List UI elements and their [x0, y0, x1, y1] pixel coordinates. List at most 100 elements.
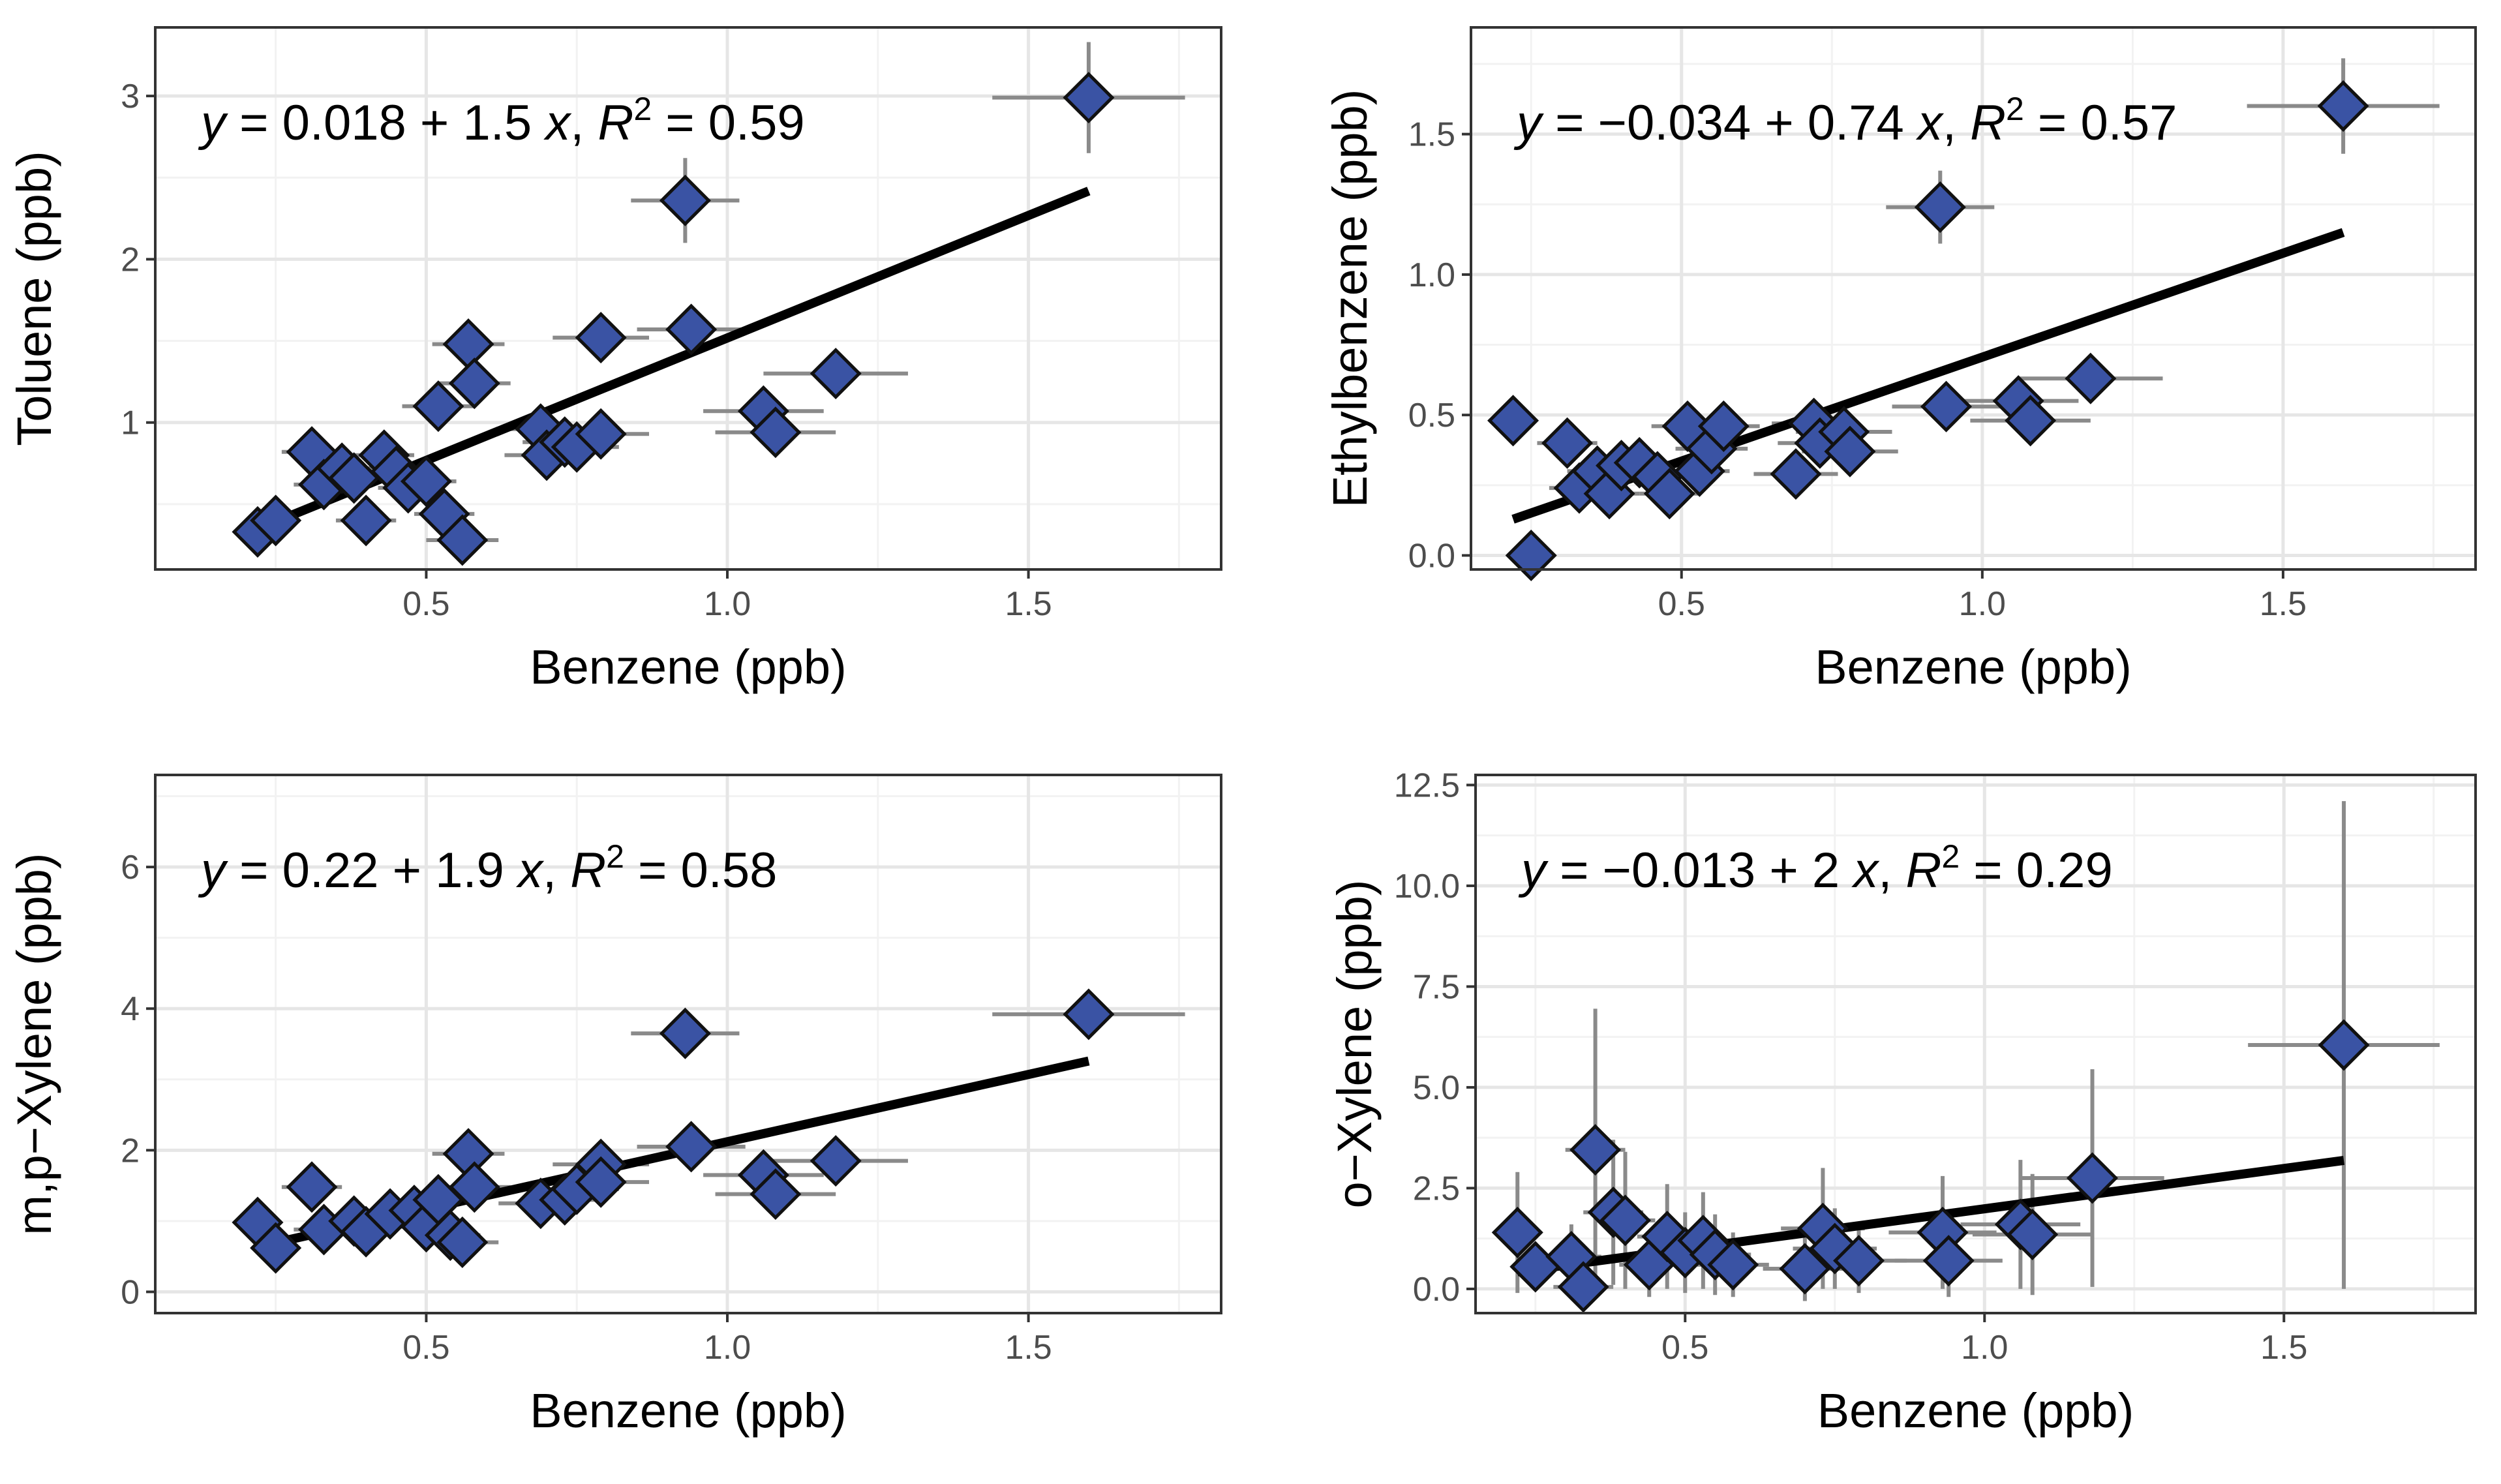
x-axis-title: Benzene (ppb)	[1817, 1384, 2134, 1438]
y-tick-label: 1.0	[1408, 256, 1455, 294]
y-tick-label: 2.5	[1413, 1170, 1460, 1207]
data-point	[436, 1216, 489, 1268]
data-point	[1505, 529, 1557, 582]
data-point	[2317, 80, 2369, 132]
data-point	[575, 408, 627, 460]
x-tick-label: 1.5	[2260, 585, 2307, 623]
data-point	[250, 1222, 302, 1274]
equation-r2: 0.58	[681, 843, 778, 898]
data-point	[2066, 1152, 2119, 1204]
y-tick-label: 12.5	[1394, 766, 1460, 804]
y-tick-label: 1	[121, 404, 140, 442]
y-tick-label: 2	[121, 1132, 140, 1170]
data-point	[1063, 72, 1115, 124]
data-point	[575, 312, 627, 364]
y-tick-label: 1.5	[1408, 116, 1455, 154]
data-point	[1541, 417, 1594, 469]
y-tick-label: 0.0	[1408, 537, 1455, 575]
data-point	[2065, 352, 2117, 404]
panel-mp-xylene: 0.5 1.0 1.5 0 2 4 6 Benzene (ppb) m,p−Xylene (pp…	[7, 774, 1222, 1438]
panel-ethylbenzene: 0.5 1.0 1.5 0.0 0.5 1.0 1.5 Benzene (ppb) Ethylb…	[1323, 26, 2477, 694]
equation-r2: 0.29	[2016, 843, 2113, 898]
data-point	[448, 357, 500, 410]
regression-equation: y = −0.013 + 2 x, R2 = 0.29	[1518, 838, 2113, 898]
data-point	[2007, 1208, 2059, 1261]
equation-intercept: 0.034	[1627, 95, 1751, 151]
data-point	[1832, 1235, 1885, 1287]
x-tick-label: 1.5	[1005, 1329, 1052, 1367]
data-point	[665, 1121, 718, 1173]
y-tick-label: 10.0	[1394, 868, 1460, 905]
data-point	[1920, 380, 1973, 432]
x-tick-label: 1.0	[1959, 585, 2006, 623]
data-point	[750, 406, 802, 459]
equation-intercept: 0.22	[282, 843, 379, 898]
equation-intercept: 0.013	[1631, 843, 1755, 898]
equation-intercept_sign: −	[1603, 843, 1631, 898]
data-point	[1569, 1124, 1622, 1176]
regression-equation: y = −0.034 + 0.74 x, R2 = 0.57	[1513, 91, 2177, 151]
data-point	[250, 494, 302, 547]
data-point	[810, 1135, 862, 1187]
panel-border	[1474, 774, 2477, 1314]
data-point	[665, 303, 718, 356]
regression-equation: y = 0.22 + 1.9 x, R2 = 0.58	[198, 838, 777, 898]
y-axis-title: o−Xylene (ppb)	[1327, 880, 1382, 1209]
data-point	[1922, 1235, 1975, 1287]
x-axis-title: Benzene (ppb)	[530, 1384, 846, 1438]
data-point	[448, 1161, 500, 1213]
data-point	[328, 452, 380, 504]
regression-equation: y = 0.018 + 1.5 x, R2 = 0.59	[198, 91, 805, 151]
data-point	[400, 455, 452, 507]
data-point	[1697, 400, 1750, 452]
panel-border	[154, 774, 1222, 1314]
y-tick-label: 0.0	[1413, 1271, 1460, 1309]
y-tick-label: 5.0	[1413, 1069, 1460, 1107]
equation-slope: 1.9	[435, 843, 504, 898]
y-axis-title: m,p−Xylene (ppb)	[7, 853, 61, 1235]
data-point	[436, 514, 489, 566]
panel-border	[154, 26, 1222, 571]
y-tick-label: 4	[121, 990, 140, 1028]
x-tick-label: 0.5	[1658, 585, 1705, 623]
data-point	[1779, 1243, 1831, 1295]
data-point	[1707, 1239, 1759, 1291]
y-tick-label: 0	[121, 1273, 140, 1311]
x-tick-label: 1.0	[1961, 1329, 2008, 1367]
data-point	[1063, 988, 1115, 1040]
data-point	[1914, 181, 1966, 234]
y-tick-label: 6	[121, 849, 140, 886]
data-point	[1557, 1261, 1609, 1313]
equation-slope: 2	[1812, 843, 1840, 898]
data-point	[412, 380, 464, 432]
data-point	[2318, 1019, 2370, 1071]
x-tick-label: 0.5	[402, 1329, 449, 1367]
data-point	[1599, 1194, 1652, 1247]
data-point	[810, 348, 862, 400]
data-point	[286, 1161, 338, 1213]
y-axis-title: Ethylbenzene (ppb)	[1323, 89, 1377, 508]
x-axis-title: Benzene (ppb)	[1815, 640, 2131, 694]
data-point	[1770, 448, 1822, 500]
x-tick-label: 1.0	[704, 585, 751, 623]
data-point	[2005, 395, 2057, 447]
y-tick-label: 7.5	[1413, 968, 1460, 1006]
panel-o-xylene: 0.5 1.0 1.5 0.0 2.5 5.0 7.5 10.0 12.5 Benzene (pp…	[1327, 766, 2477, 1438]
equation-slope: 1.5	[462, 95, 532, 151]
y-tick-label: 3	[121, 78, 140, 115]
data-point	[1487, 395, 1539, 447]
x-tick-label: 1.5	[1005, 585, 1052, 623]
data-point	[750, 1168, 802, 1220]
data-point	[575, 1156, 627, 1208]
data-point	[659, 174, 711, 226]
panel-toluene: 0.5 1.0 1.5 1 2 3 Benzene (ppb) Toluene (ppb) y …	[7, 26, 1222, 694]
equation-intercept: 0.018	[282, 95, 406, 151]
x-axis-title: Benzene (ppb)	[530, 640, 846, 694]
x-tick-label: 0.5	[1661, 1329, 1708, 1367]
equation-slope: 0.74	[1808, 95, 1904, 151]
panel-border	[1470, 26, 2477, 571]
x-tick-label: 0.5	[402, 585, 449, 623]
data-point	[1643, 468, 1695, 520]
data-point	[1824, 425, 1876, 477]
